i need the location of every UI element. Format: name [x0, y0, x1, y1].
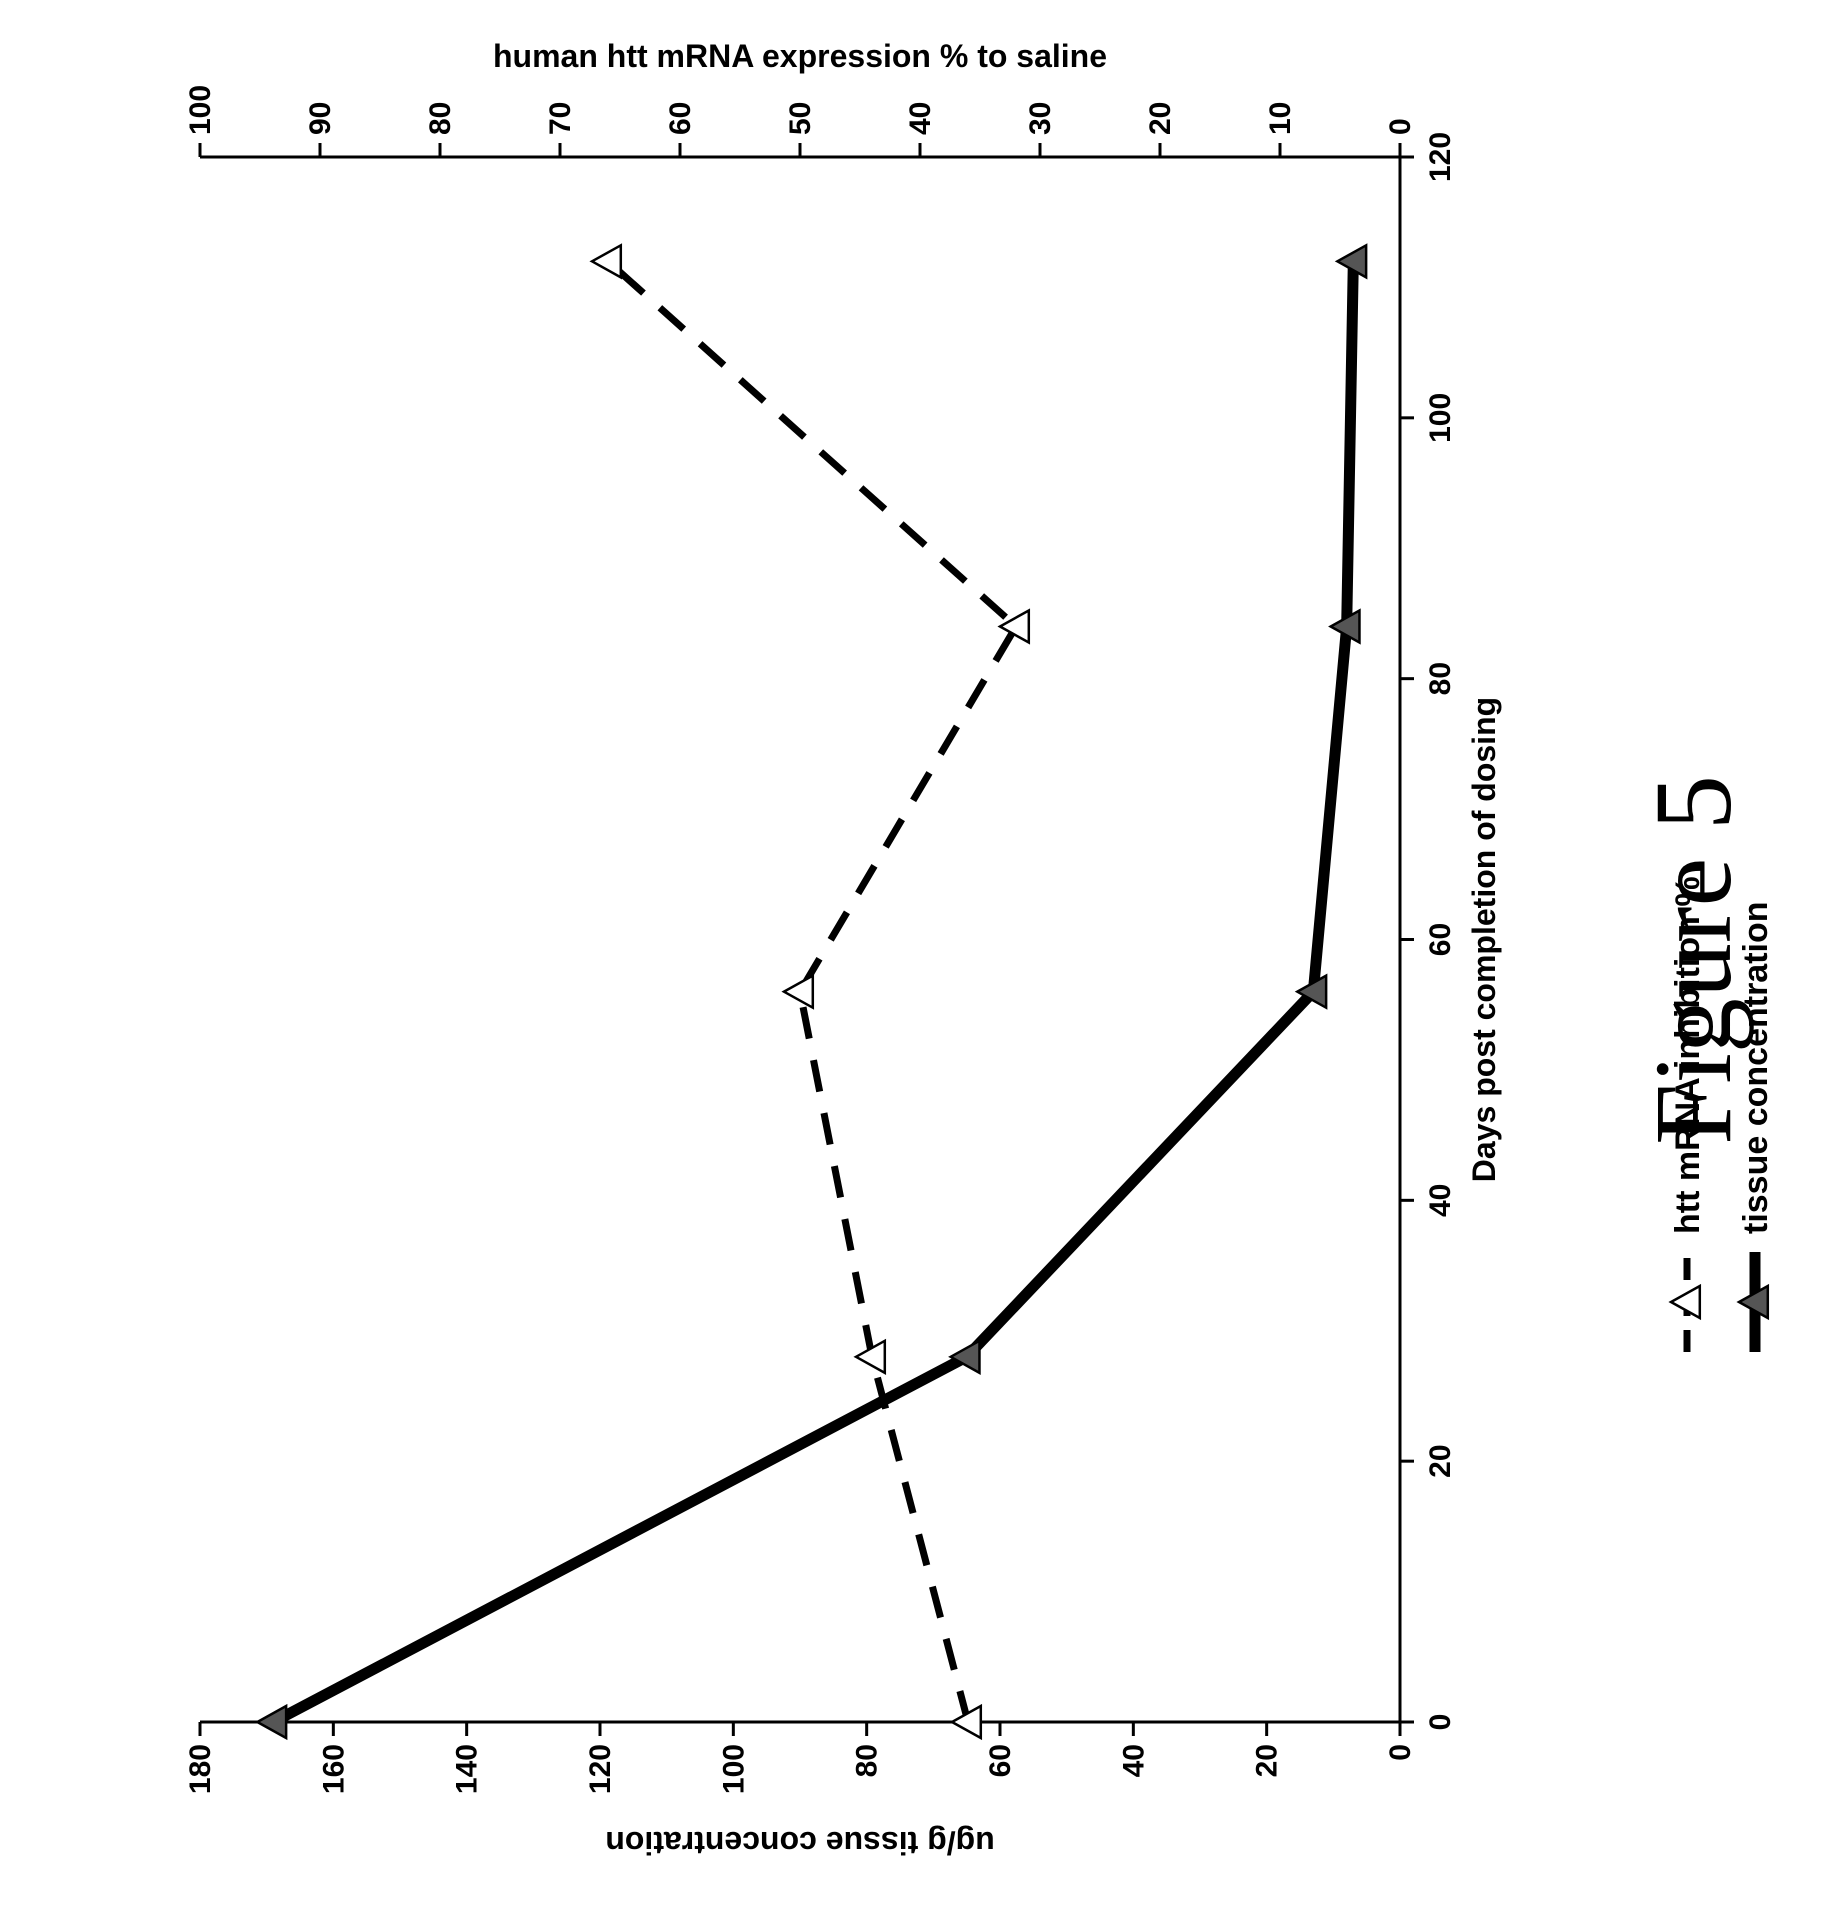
x-tick-label: 80 [1424, 662, 1457, 695]
y-right-tick-label: 20 [1144, 102, 1177, 135]
y-right-tick-label: 0 [1384, 118, 1417, 135]
series-0-point [1294, 973, 1328, 1010]
series-1-point [853, 1338, 887, 1375]
y-axis-right: 0 10 20 30 40 50 60 70 80 90 100 [184, 85, 1417, 157]
y-right-tick-label: 60 [664, 102, 697, 135]
series-1-point [589, 243, 623, 280]
legend: tissue concentration htt mRNA inhibition … [1668, 876, 1775, 1352]
legend-marker-1 [1668, 1283, 1702, 1321]
y-left-tick-label: 0 [1384, 1744, 1417, 1761]
y-left-tick-label: 20 [1251, 1744, 1284, 1777]
y-right-tick-label: 90 [304, 102, 337, 135]
y-left-tick-label: 180 [184, 1744, 217, 1794]
y-left-tick-label: 160 [317, 1744, 350, 1794]
y-right-tick-label: 50 [784, 102, 817, 135]
x-tick-label: 100 [1424, 393, 1457, 443]
plot-area [200, 155, 1402, 1724]
y-left-tick-label: 140 [451, 1744, 484, 1794]
figure-caption: Figure 5 [1632, 775, 1754, 1145]
series-layer [254, 243, 1368, 1741]
y-right-tick-label: 40 [904, 102, 937, 135]
y-left-tick-label: 60 [984, 1744, 1017, 1777]
y-right-tick-label: 80 [424, 102, 457, 135]
y-left-tick-label: 40 [1117, 1744, 1150, 1777]
legend-label: htt mRNA inhibition % [1669, 876, 1707, 1234]
series-line-1 [605, 258, 1020, 1723]
x-axis-title: Days post completion of dosing [1466, 697, 1502, 1182]
y-axis-left: 0 20 40 60 80 100 120 140 160 180 [184, 1722, 1417, 1794]
x-tick-label: 60 [1424, 923, 1457, 956]
y-left-tick-label: 120 [584, 1744, 617, 1794]
y-left-tick-label: 100 [717, 1744, 750, 1794]
series-1-point [781, 973, 815, 1010]
series-1-point [997, 608, 1031, 645]
x-tick-label: 0 [1424, 1714, 1457, 1731]
x-tick-label: 40 [1424, 1184, 1457, 1217]
series-0-point [1328, 608, 1361, 645]
y-right-tick-label: 10 [1264, 102, 1297, 135]
x-tick-label: 120 [1424, 132, 1457, 182]
y-right-tick-label: 30 [1024, 102, 1057, 135]
y-axis-left-title: ug/g tissue concentration [605, 1825, 994, 1861]
y-left-tick-label: 80 [851, 1744, 884, 1777]
y-right-tick-label: 100 [184, 85, 217, 135]
series-0-point [1334, 243, 1368, 280]
y-axis-right-title: human htt mRNA expression % to saline [493, 38, 1107, 74]
x-tick-label: 20 [1424, 1444, 1457, 1477]
series-0-point [948, 1338, 981, 1375]
series-1-point [949, 1703, 983, 1741]
legend-marker-0 [1736, 1283, 1770, 1321]
y-right-tick-label: 70 [544, 102, 577, 135]
series-0-point [254, 1703, 288, 1741]
legend-label: tissue concentration [1737, 901, 1775, 1234]
x-axis: 0 20 40 60 80 100 120 [1400, 132, 1457, 1730]
